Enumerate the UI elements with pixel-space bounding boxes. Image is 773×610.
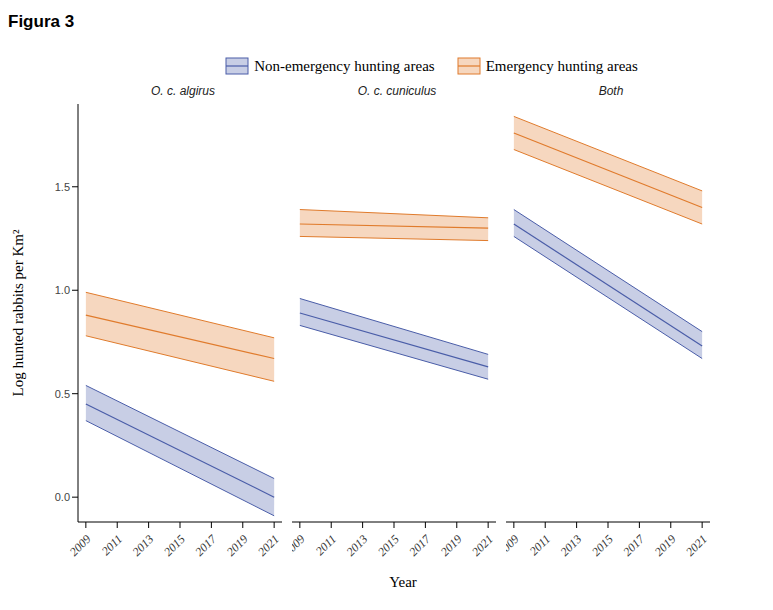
svg-text:2019: 2019 <box>652 532 679 559</box>
svg-text:Log hunted rabbits per Km²: Log hunted rabbits per Km² <box>10 229 26 396</box>
html-text:Year: Year <box>389 574 417 590</box>
html-text:Figura 3: Figura 3 <box>8 12 75 31</box>
svg-text:2009: 2009 <box>292 532 308 559</box>
svg-text:2015: 2015 <box>375 532 402 559</box>
svg-text:2021: 2021 <box>255 532 282 559</box>
svg-text:2013: 2013 <box>558 532 585 559</box>
svg-text:0.5: 0.5 <box>55 388 70 400</box>
svg-text:2011: 2011 <box>527 532 553 558</box>
html-text:Both: Both <box>598 84 624 98</box>
svg-text:2021: 2021 <box>469 532 496 559</box>
svg-text:2019: 2019 <box>438 532 465 559</box>
svg-text:2011: 2011 <box>99 532 125 558</box>
html-text:O. c. algirus: O. c. algirus <box>151 84 215 98</box>
svg-text:2011: 2011 <box>313 532 339 558</box>
svg-text:2021: 2021 <box>683 532 710 559</box>
svg-text:1.0: 1.0 <box>55 284 70 296</box>
svg-text:2015: 2015 <box>161 532 188 559</box>
svg-text:2017: 2017 <box>406 531 434 559</box>
svg-text:2013: 2013 <box>130 532 157 559</box>
svg-text:2019: 2019 <box>224 532 251 559</box>
svg-text:1.5: 1.5 <box>55 181 70 193</box>
svg-text:2017: 2017 <box>192 531 220 559</box>
svg-text:2015: 2015 <box>589 532 616 559</box>
svg-text:0.0: 0.0 <box>55 491 70 503</box>
svg-text:2017: 2017 <box>620 531 648 559</box>
svg-text:2009: 2009 <box>67 532 94 559</box>
html-text:O. c. cuniculus: O. c. cuniculus <box>357 84 437 98</box>
html-text:Non-emergency hunting areas: Non-emergency hunting areas <box>254 57 435 74</box>
html-text:Emergency hunting areas: Emergency hunting areas <box>485 57 638 74</box>
svg-text:2009: 2009 <box>506 532 522 559</box>
svg-text:2013: 2013 <box>344 532 371 559</box>
